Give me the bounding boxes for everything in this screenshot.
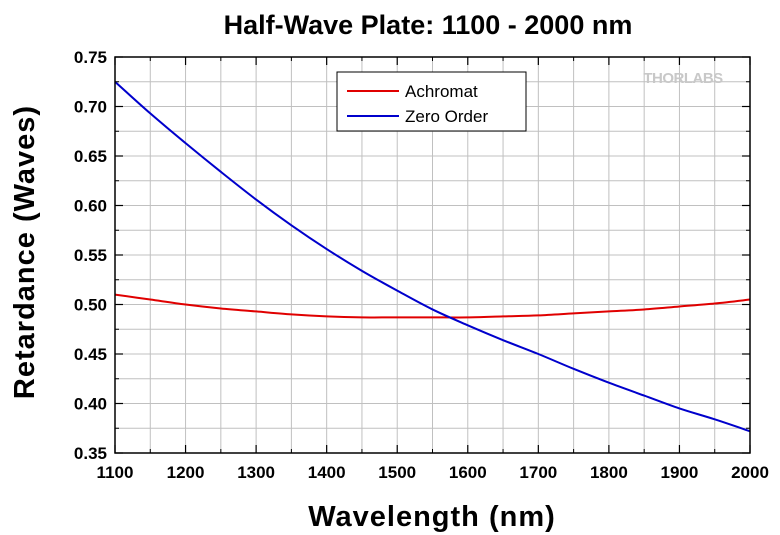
legend-box <box>336 71 527 132</box>
x-tick-label: 1700 <box>519 463 557 482</box>
series-line-achromat <box>114 293 751 319</box>
series-line-zero-order <box>114 81 751 433</box>
x-tick-label: 1200 <box>167 463 205 482</box>
y-tick-labels: 0.35 0.40 0.45 0.50 0.55 0.60 0.65 0.70 0.75 <box>74 48 107 463</box>
y-tick-label: 0.50 <box>74 296 107 315</box>
ticks <box>114 56 751 454</box>
y-tick-label: 0.75 <box>74 48 107 67</box>
series-layer <box>114 81 751 433</box>
x-tick-label: 1300 <box>237 463 275 482</box>
legend-label-zero-order: Zero Order <box>405 107 488 126</box>
y-tick-label: 0.65 <box>74 147 107 166</box>
y-tick-label: 0.35 <box>74 444 107 463</box>
x-tick-label: 1500 <box>378 463 416 482</box>
legend: Achromat Zero Order <box>336 71 527 132</box>
chart-title: Half-Wave Plate: 1100 - 2000 nm <box>224 10 633 40</box>
y-tick-label: 0.70 <box>74 98 107 117</box>
thorlabs-watermark: THORLABS <box>643 70 723 87</box>
legend-label-achromat: Achromat <box>405 82 478 101</box>
y-axis-label: Retardance (Waves) <box>9 105 41 399</box>
x-tick-label: 1900 <box>661 463 699 482</box>
x-tick-label: 1600 <box>449 463 487 482</box>
x-tick-label: 2000 <box>731 463 769 482</box>
x-axis-label: Wavelength (nm) <box>308 501 556 533</box>
x-tick-label: 1400 <box>308 463 346 482</box>
y-tick-label: 0.60 <box>74 197 107 216</box>
x-tick-labels: 1100 1200 1300 1400 1500 1600 1700 1800 1900 2000 <box>97 463 769 482</box>
x-tick-label: 1100 <box>97 463 134 482</box>
x-tick-label: 1800 <box>590 463 628 482</box>
y-tick-label: 0.40 <box>74 395 107 414</box>
y-tick-label: 0.55 <box>74 246 107 265</box>
y-tick-label: 0.45 <box>74 345 107 364</box>
